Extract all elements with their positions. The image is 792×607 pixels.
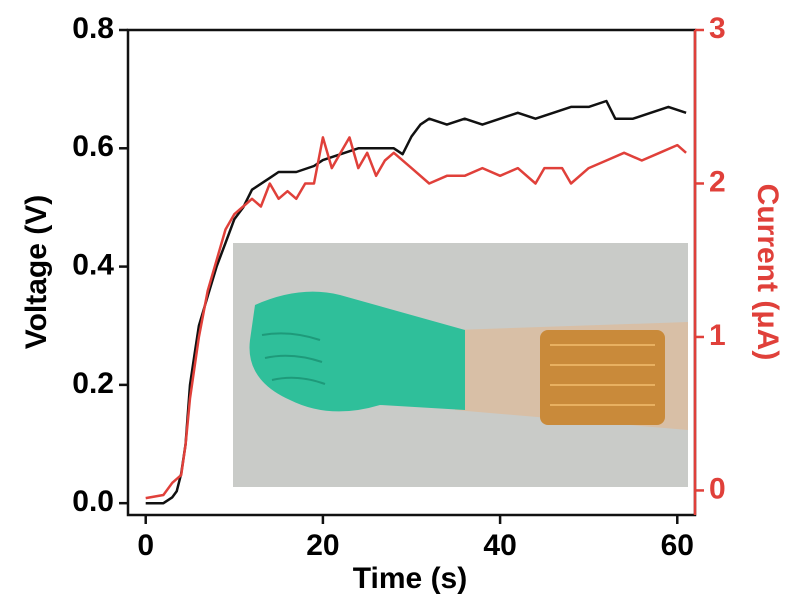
y-tick-label: 0.4	[72, 249, 114, 282]
y2-tick-label: 1	[709, 319, 726, 352]
y2-tick-label: 2	[709, 165, 726, 198]
x-tick-label: 0	[137, 529, 154, 562]
y-axis-label: Voltage (V)	[20, 195, 53, 349]
y-tick-label: 0.8	[72, 12, 114, 45]
x-axis-label: Time (s)	[353, 562, 467, 595]
y2-tick-label: 3	[709, 12, 726, 45]
y-tick-label: 0.2	[72, 367, 114, 400]
chart: Time (s) Voltage (V) Current (μA) 020406…	[0, 0, 792, 607]
y-tick-label: 0.0	[72, 485, 114, 518]
inset-photo	[233, 243, 688, 487]
x-tick-label: 60	[661, 529, 694, 562]
y-tick-label: 0.6	[72, 130, 114, 163]
y2-axis-label: Current (μA)	[751, 184, 784, 361]
y2-tick-label: 0	[709, 472, 726, 505]
x-tick-label: 40	[483, 529, 516, 562]
x-tick-label: 20	[306, 529, 339, 562]
